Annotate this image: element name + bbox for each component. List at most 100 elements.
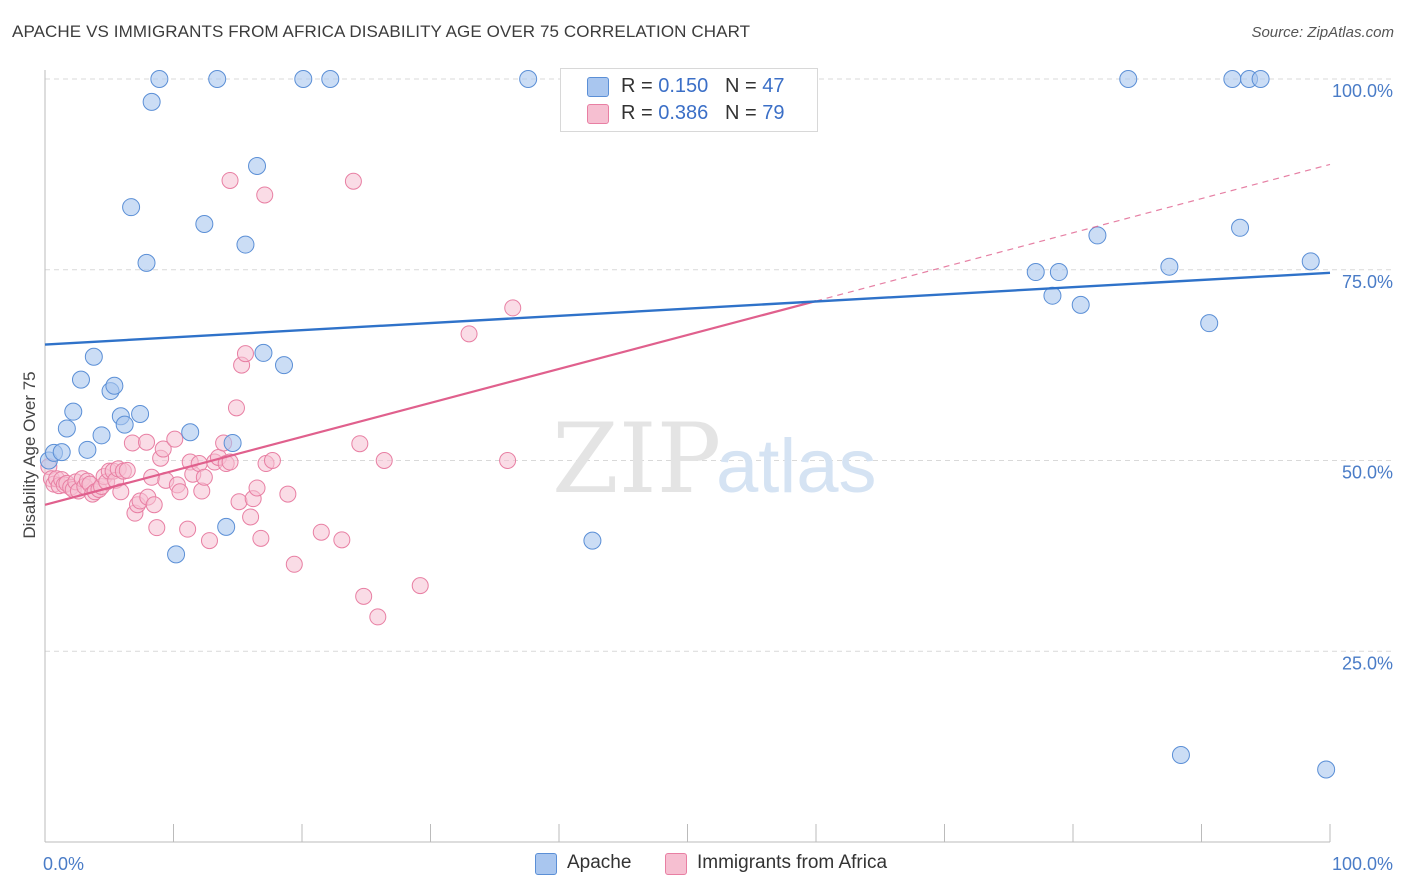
data-point-apache (137, 253, 156, 272)
legend-text-africa: R = 0.386 N = 79 (621, 102, 784, 125)
source-label: Source: ZipAtlas.com (1251, 24, 1394, 41)
data-point-apache (208, 70, 227, 88)
series-immigrants-from-africa (40, 171, 522, 626)
data-point-apache (248, 156, 267, 175)
data-point-africa (411, 577, 429, 595)
data-point-apache (78, 440, 97, 459)
x-tick-label-max: 100.0% (1332, 854, 1393, 874)
watermark-zip: ZIP (552, 403, 721, 515)
data-point-apache (142, 92, 161, 111)
data-point-africa (221, 171, 239, 189)
data-point-africa (344, 172, 362, 190)
data-point-africa (256, 186, 274, 204)
data-point-africa (154, 440, 172, 458)
data-point-africa (504, 299, 522, 317)
legend-swatch-africa (665, 853, 687, 875)
data-point-apache (52, 443, 71, 462)
data-point-apache (1160, 257, 1179, 276)
data-point-africa (123, 434, 141, 452)
data-point-africa (118, 461, 136, 479)
data-point-apache (1231, 218, 1250, 237)
data-point-apache (84, 347, 103, 366)
data-point-apache (236, 235, 255, 254)
data-point-africa (499, 452, 517, 469)
watermark: ZIP atlas (552, 403, 877, 515)
data-point-apache (519, 70, 538, 88)
series-legend: Apache Immigrants from Africa (0, 852, 1406, 878)
data-point-africa (171, 483, 189, 501)
data-point-apache (217, 517, 236, 536)
data-point-apache (583, 531, 602, 550)
data-point-africa (148, 519, 166, 537)
legend-swatch-apache (587, 77, 609, 97)
data-point-apache (167, 545, 186, 564)
data-point-apache (131, 404, 150, 423)
trend-lines (44, 163, 1331, 506)
trend-line-apache (44, 271, 1331, 346)
data-point-apache (1171, 746, 1190, 765)
x-tick-label-min: 0.0% (43, 854, 84, 874)
data-point-africa (195, 468, 213, 486)
data-point-apache (1301, 252, 1320, 271)
watermark-atlas: atlas (716, 424, 877, 509)
y-axis-label: Disability Age Over 75 (20, 371, 39, 538)
data-point-apache (294, 70, 313, 88)
data-point-africa (355, 587, 373, 605)
data-point-africa (263, 452, 281, 469)
data-point-africa (227, 399, 245, 417)
data-point-africa (279, 485, 297, 503)
chart-title: APACHE VS IMMIGRANTS FROM AFRICA DISABIL… (12, 22, 751, 41)
trend-line-africa-extension (815, 163, 1331, 302)
legend-n-value-apache: 47 (762, 75, 785, 97)
data-point-apache (1071, 295, 1090, 314)
data-point-africa (242, 508, 260, 526)
data-point-apache (122, 198, 141, 217)
data-point-apache (92, 426, 111, 445)
legend-r-label: R = (621, 75, 653, 97)
data-point-africa (460, 325, 478, 343)
y-tick-label: 50.0% (1342, 463, 1393, 483)
data-point-africa (375, 452, 393, 469)
trend-line-africa (44, 299, 817, 506)
data-point-africa (166, 430, 184, 448)
data-point-africa (145, 496, 163, 514)
data-point-apache (275, 356, 294, 375)
data-point-apache (195, 214, 214, 233)
data-point-apache (181, 423, 200, 442)
data-point-apache (321, 70, 340, 88)
data-point-apache (1317, 760, 1336, 779)
data-point-africa (333, 531, 351, 549)
data-point-africa (369, 608, 387, 626)
data-point-apache (254, 343, 273, 362)
data-point-africa (179, 520, 197, 538)
data-point-apache (57, 419, 76, 438)
legend-r-value-apache: 0.150 (658, 75, 709, 97)
data-point-apache (105, 376, 124, 395)
data-point-apache (1251, 70, 1270, 88)
legend-n-value-africa: 79 (762, 102, 785, 124)
series-apache (39, 70, 1336, 779)
data-point-africa (230, 493, 248, 511)
data-point-africa (351, 435, 369, 453)
data-point-africa (312, 523, 330, 541)
data-point-apache (1119, 70, 1138, 88)
data-point-apache (223, 433, 242, 452)
data-point-africa (252, 529, 270, 547)
legend-label-apache: Apache (567, 852, 632, 873)
data-point-africa (200, 532, 218, 550)
y-tick-label: 100.0% (1332, 81, 1393, 101)
legend-text-apache: R = 0.150 N = 47 (621, 75, 784, 98)
legend-r-label: R = (621, 102, 653, 124)
y-tick-label: 75.0% (1342, 272, 1393, 292)
axes: 25.0% 50.0% 75.0% 100.0% 0.0% 100.0% (43, 70, 1393, 874)
legend-n-label: N = (724, 75, 757, 97)
data-point-africa (236, 345, 254, 363)
data-point-apache (150, 70, 169, 88)
legend-swatch-africa (587, 104, 609, 124)
data-point-africa (193, 482, 211, 500)
data-point-africa (138, 433, 156, 451)
data-point-africa (285, 555, 303, 573)
data-point-apache (1049, 263, 1068, 282)
legend-swatch-apache (535, 853, 557, 875)
